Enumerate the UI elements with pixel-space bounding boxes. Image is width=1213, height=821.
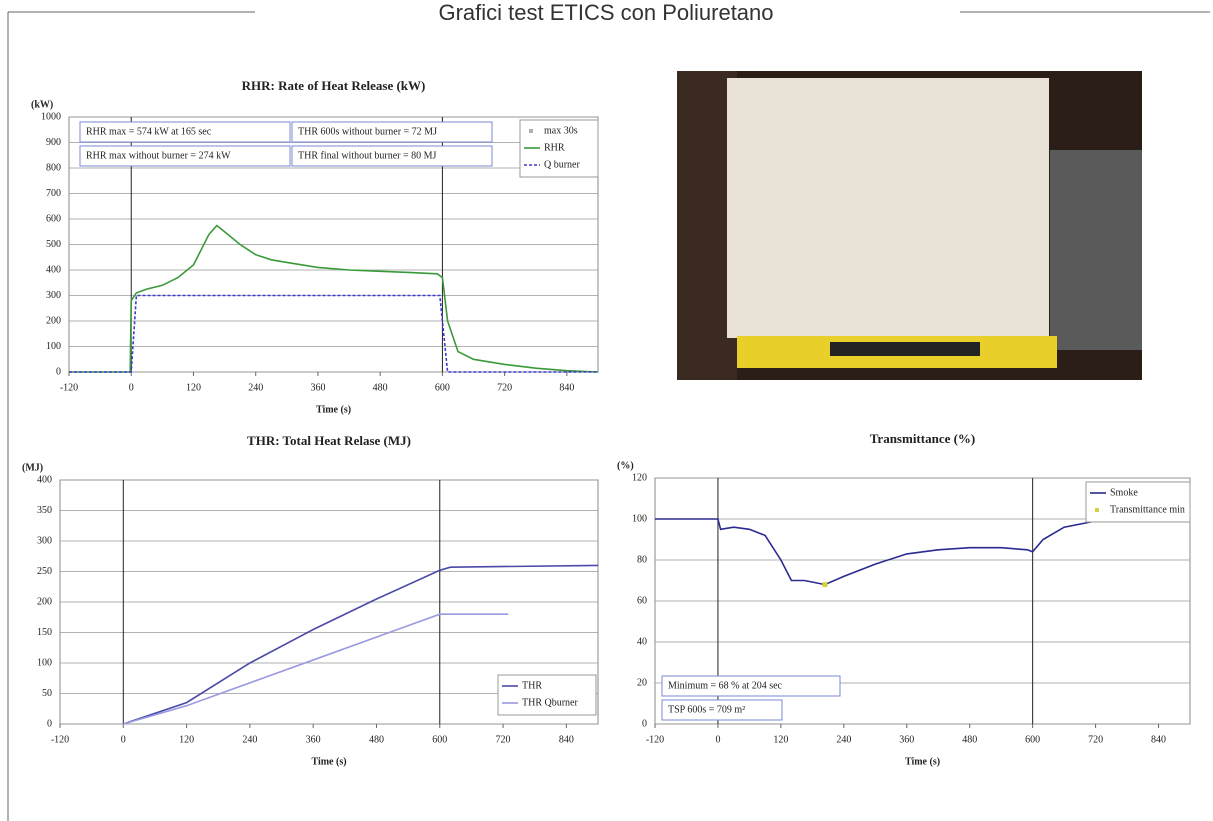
y-tick-label: 100 [632,513,647,524]
annotation: RHR max without burner = 274 kW [86,150,231,161]
data-point [822,582,827,587]
x-tick-label: 720 [496,734,511,745]
y-tick-label: 120 [632,472,647,483]
y-tick-label: 20 [637,677,647,688]
legend-swatch [529,129,533,133]
x-tick-label: -120 [646,734,664,745]
x-tick-label: 120 [179,734,194,745]
y-tick-label: 0 [47,718,52,729]
x-tick-label: 840 [1151,734,1166,745]
x-axis-label: Time (s) [311,756,346,767]
legend-label: Smoke [1110,487,1138,498]
x-tick-label: 840 [559,734,574,745]
y-tick-label: 150 [37,627,52,638]
y-tick-label: 350 [37,505,52,516]
y-tick-label: 700 [46,188,61,199]
x-tick-label: 360 [899,734,914,745]
photo-wall [1050,150,1142,350]
y-axis-label: (kW) [31,99,53,110]
y-tick-label: 900 [46,137,61,148]
slide: Grafici test ETICS con Poliuretano RHR: … [0,0,1213,821]
x-tick-label: 120 [186,382,201,393]
x-tick-label: 480 [962,734,977,745]
y-tick-label: 50 [42,688,52,699]
x-tick-label: 840 [559,382,574,393]
chart-title: Transmittance (%) [870,431,976,446]
y-tick-label: 100 [37,657,52,668]
legend-label: max 30s [544,125,578,136]
chart-title: RHR: Rate of Heat Release (kW) [242,78,426,93]
x-tick-label: 360 [310,382,325,393]
legend-box [498,675,596,715]
legend-label: THR Qburner [522,697,578,708]
y-tick-label: 500 [46,239,61,250]
x-tick-label: 600 [435,382,450,393]
y-tick-label: 800 [46,162,61,173]
annotation: Minimum = 68 % at 204 sec [668,680,783,691]
y-tick-label: 600 [46,213,61,224]
photo-panel [727,78,1049,338]
x-tick-label: 720 [497,382,512,393]
y-tick-label: 400 [46,264,61,275]
legend-label: Q burner [544,159,580,170]
annotation: RHR max = 574 kW at 165 sec [86,126,212,137]
legend-label: Transmittance min [1110,504,1185,515]
x-tick-label: 240 [248,382,263,393]
annotation: TSP 600s = 709 m² [668,704,745,715]
x-axis-label: Time (s) [905,756,940,767]
x-axis-label: Time (s) [316,404,351,415]
page-title: Grafici test ETICS con Poliuretano [438,0,773,25]
legend-label: RHR [544,142,565,153]
y-tick-label: 0 [642,718,647,729]
y-axis-label: (MJ) [22,462,43,473]
x-tick-label: 600 [432,734,447,745]
y-tick-label: 100 [46,341,61,352]
y-axis-label: (%) [617,460,634,471]
y-tick-label: 1000 [41,111,61,122]
legend-label: THR [522,680,542,691]
legend-swatch [1095,508,1099,512]
x-tick-label: -120 [60,382,78,393]
x-tick-label: 0 [129,382,134,393]
x-tick-label: 120 [773,734,788,745]
y-tick-label: 250 [37,566,52,577]
annotation: THR final without burner = 80 MJ [298,150,437,161]
annotation: THR 600s without burner = 72 MJ [298,126,437,137]
y-tick-label: 80 [637,554,647,565]
photo-burner [830,342,980,356]
y-tick-label: 300 [46,290,61,301]
y-tick-label: 300 [37,535,52,546]
legend-box [1086,482,1190,522]
x-tick-label: 720 [1088,734,1103,745]
y-tick-label: 200 [46,315,61,326]
chart-title: THR: Total Heat Relase (MJ) [247,433,411,448]
y-tick-label: 200 [37,596,52,607]
y-tick-label: 0 [56,366,61,377]
x-tick-label: -120 [51,734,69,745]
y-tick-label: 60 [637,595,647,606]
photo [677,71,1142,380]
x-tick-label: 0 [121,734,126,745]
y-tick-label: 40 [637,636,647,647]
x-tick-label: 240 [836,734,851,745]
x-tick-label: 0 [715,734,720,745]
y-tick-label: 400 [37,474,52,485]
x-tick-label: 480 [373,382,388,393]
x-tick-label: 360 [306,734,321,745]
x-tick-label: 240 [242,734,257,745]
x-tick-label: 480 [369,734,384,745]
x-tick-label: 600 [1025,734,1040,745]
